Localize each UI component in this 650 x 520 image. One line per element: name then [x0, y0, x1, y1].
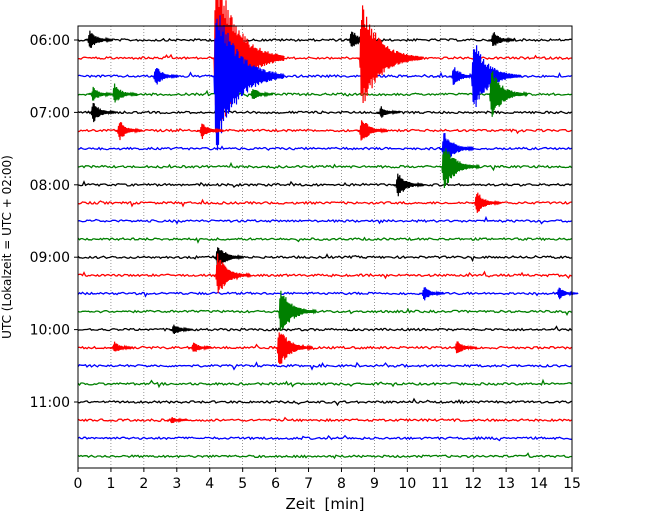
- event-waveform: [554, 287, 579, 300]
- y-tick-label: 06:00: [30, 33, 70, 49]
- trace-line: [77, 434, 572, 442]
- event-waveform: [168, 324, 194, 335]
- event-waveform: [275, 290, 317, 332]
- trace-line: [77, 128, 572, 135]
- x-tick-label: 14: [530, 476, 548, 492]
- x-tick-label: 0: [74, 476, 83, 492]
- y-tick-label: 07:00: [30, 105, 70, 121]
- event-waveform: [274, 332, 313, 365]
- trace-line: [77, 108, 572, 115]
- trace-line: [77, 378, 572, 389]
- x-tick-label: 11: [431, 476, 449, 492]
- trace-line: [77, 180, 572, 189]
- event-waveform: [188, 342, 213, 352]
- trace-line: [77, 253, 572, 263]
- event-waveform: [167, 416, 189, 424]
- event-waveform: [211, 15, 285, 151]
- x-tick-label: 6: [271, 476, 280, 492]
- event-waveform: [419, 287, 445, 301]
- event-waveform: [150, 67, 180, 85]
- trace-line: [77, 452, 572, 460]
- y-axis: 06:00 07:00 08:00 09:00 10:00 11:00: [30, 33, 78, 411]
- x-tick-label: 12: [464, 476, 482, 492]
- event-waveform: [212, 247, 245, 269]
- event-waveform: [376, 106, 401, 118]
- trace-line: [77, 307, 572, 316]
- y-axis-title: UTC (Lokalzeit = UTC + 02:00): [0, 155, 14, 339]
- event-waveform: [486, 71, 528, 117]
- trace-line: [77, 236, 572, 244]
- x-tick-label: 4: [205, 476, 214, 492]
- event-waveform: [438, 148, 480, 189]
- trace-line: [77, 361, 572, 371]
- x-tick-label: 3: [172, 476, 181, 492]
- trace-line: [77, 325, 572, 332]
- y-tick-label: 11:00: [30, 395, 70, 411]
- trace-line: [77, 397, 572, 407]
- event-waveform: [488, 32, 516, 47]
- event-waveform: [392, 173, 425, 197]
- x-tick-label: 8: [337, 476, 346, 492]
- trace-line: [77, 215, 572, 225]
- event-waveform: [114, 122, 144, 141]
- x-axis: 0 1 2 3 4 5 6 7 8 9 10 11 12 13 14 15: [74, 468, 581, 492]
- event-waveforms: [84, 0, 579, 424]
- x-tick-label: 1: [106, 476, 115, 492]
- trace-line: [77, 416, 572, 423]
- event-waveform: [247, 89, 274, 99]
- x-tick-label: 10: [398, 476, 416, 492]
- trace-line: [77, 343, 572, 351]
- trace-line: [77, 53, 572, 61]
- event-waveform: [356, 120, 389, 141]
- event-waveform: [438, 132, 475, 165]
- trace-line: [77, 161, 572, 172]
- event-waveform: [452, 341, 478, 354]
- event-waveform: [356, 5, 424, 104]
- trace-line: [77, 145, 572, 151]
- event-waveform: [471, 192, 502, 213]
- x-tick-label: 13: [497, 476, 515, 492]
- x-axis-title: Zeit [min]: [285, 495, 364, 513]
- y-tick-label: 09:00: [30, 250, 70, 266]
- event-waveform: [88, 102, 117, 123]
- trace-line: [77, 270, 572, 281]
- y-tick-label: 08:00: [30, 178, 70, 194]
- event-waveform: [212, 253, 252, 294]
- event-waveform: [84, 30, 114, 48]
- x-tick-label: 9: [370, 476, 379, 492]
- event-waveform: [88, 86, 114, 101]
- event-waveform: [196, 123, 224, 140]
- y-tick-label: 10:00: [30, 323, 70, 339]
- event-waveform: [109, 341, 135, 352]
- x-tick-label: 2: [139, 476, 148, 492]
- trace-line: [77, 36, 572, 43]
- plot-frame: [77, 25, 573, 469]
- x-tick-label: 7: [304, 476, 313, 492]
- trace-line: [77, 291, 572, 299]
- x-tick-label: 15: [563, 476, 581, 492]
- event-waveform: [109, 83, 139, 103]
- x-tick-label: 5: [238, 476, 247, 492]
